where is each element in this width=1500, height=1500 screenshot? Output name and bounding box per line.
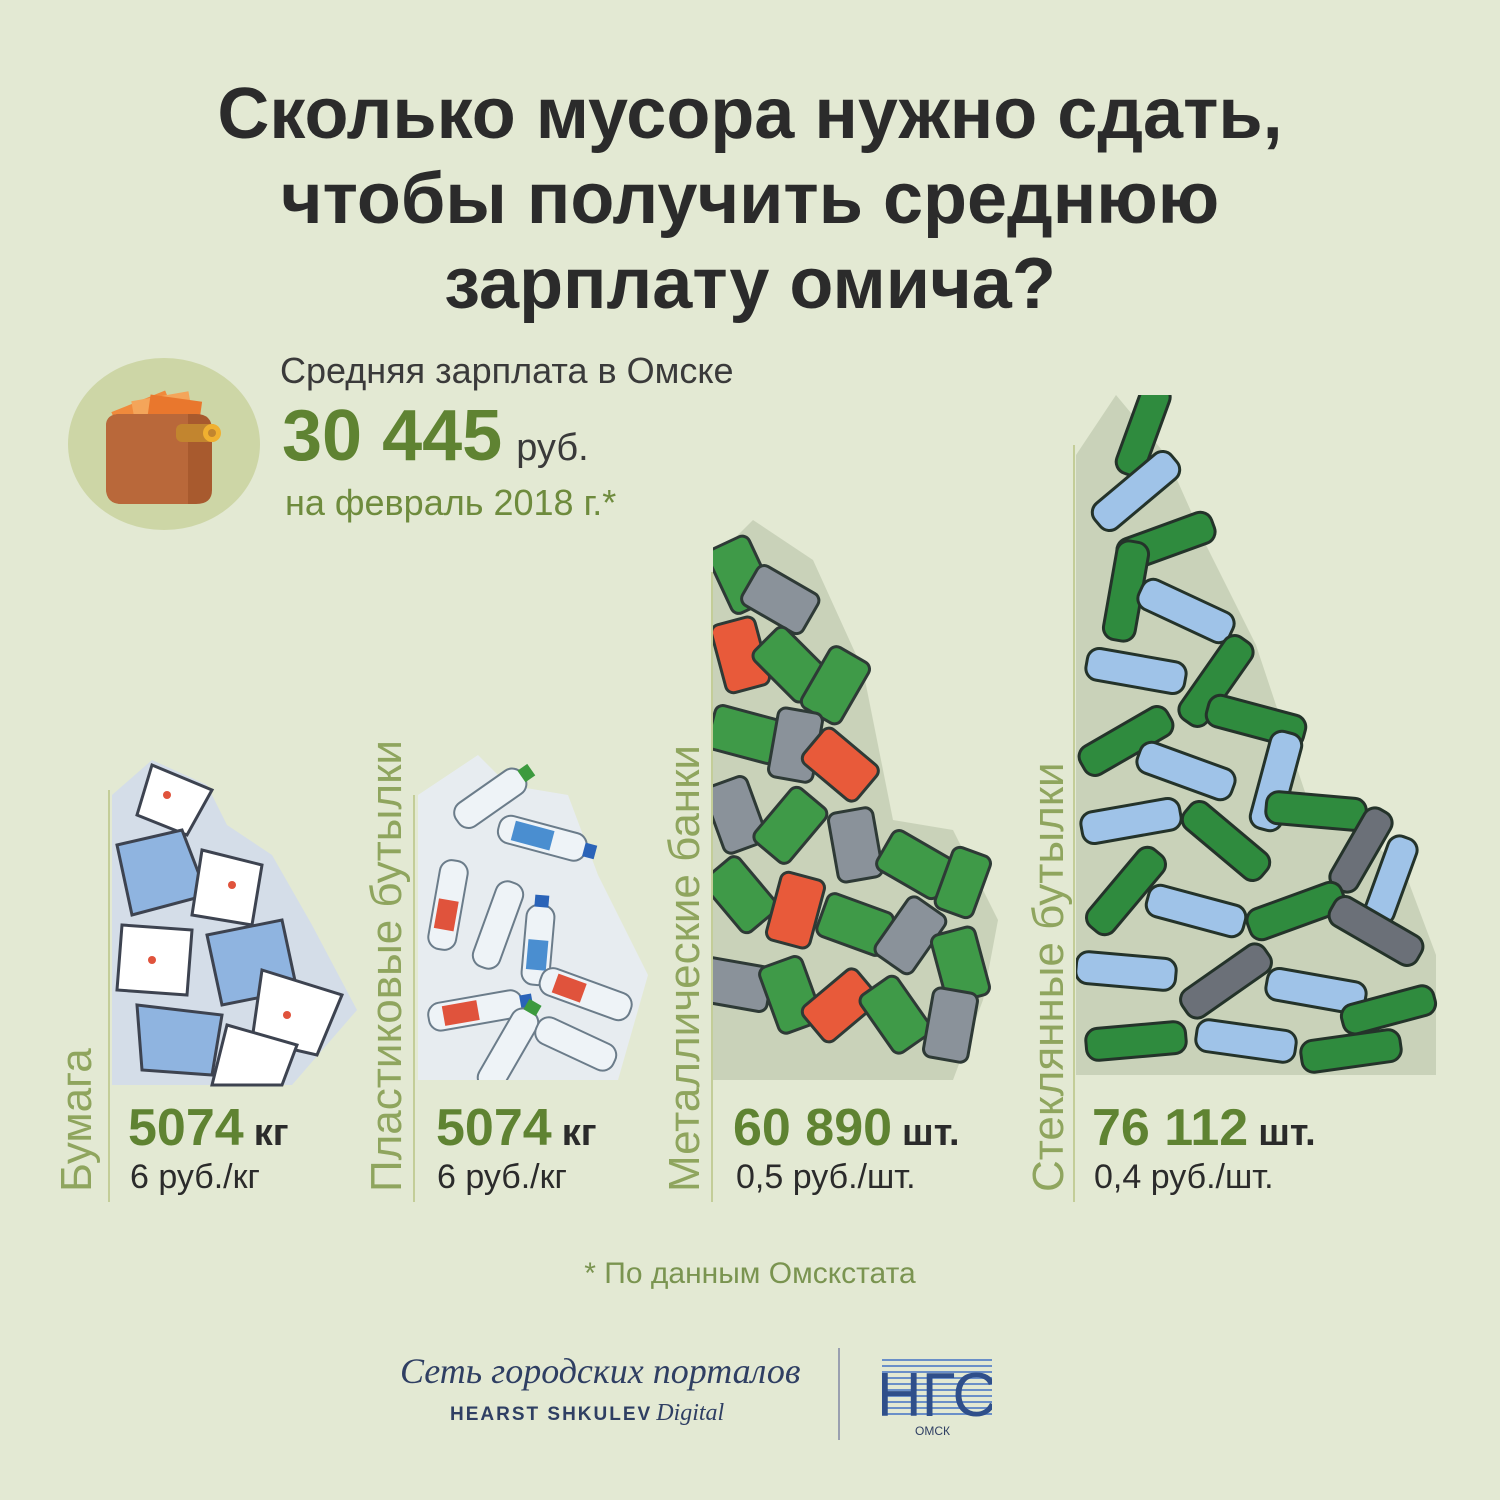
salary-line: 30 445 руб. <box>282 395 589 477</box>
column-divider <box>108 790 110 1202</box>
amount-glass: 76 112 шт. <box>1092 1099 1316 1157</box>
page-title: Сколько мусора нужно сдать, чтобы получи… <box>0 72 1500 327</box>
amount-metal: 60 890 шт. <box>733 1099 960 1157</box>
rate-paper: 6 руб./кг <box>130 1158 260 1196</box>
brand-name: Сеть городских порталов <box>400 1351 801 1391</box>
ngs-city: ОМСК <box>915 1424 950 1438</box>
column-divider <box>711 572 713 1202</box>
salary-value: 30 445 <box>282 396 503 476</box>
ngs-logo-icon: НГС <box>882 1359 992 1430</box>
column-divider <box>413 795 415 1202</box>
rate-metal: 0,5 руб./шт. <box>736 1158 916 1196</box>
glass-bottles-pile-icon <box>1076 395 1438 1075</box>
salary-unit: руб. <box>516 427 589 469</box>
wallet-icon <box>68 358 260 530</box>
title-line-2: чтобы получить среднюю <box>280 159 1220 239</box>
title-line-1: Сколько мусора нужно сдать, <box>217 74 1283 154</box>
amount-plastic: 5074 кг <box>436 1099 597 1157</box>
title-line-3: зарплату омича? <box>444 244 1056 324</box>
salary-date: на февраль 2018 г.* <box>285 482 617 523</box>
metal-cans-pile-icon <box>713 520 998 1080</box>
plastic-bottles-pile-icon <box>418 755 648 1080</box>
rate-plastic: 6 руб./кг <box>437 1158 567 1196</box>
rate-glass: 0,4 руб./шт. <box>1094 1158 1274 1196</box>
paper-pile-icon <box>112 760 357 1087</box>
footnote: * По данным Омскстата <box>584 1257 916 1290</box>
salary-caption: Средняя зарплата в Омске <box>280 350 734 391</box>
footer-divider <box>838 1348 840 1440</box>
amount-paper: 5074 кг <box>128 1099 289 1157</box>
column-divider <box>1073 445 1075 1202</box>
brand-subtitle: HEARST SHKULEV Digital <box>450 1400 725 1426</box>
svg-text:НГС: НГС <box>882 1361 992 1430</box>
